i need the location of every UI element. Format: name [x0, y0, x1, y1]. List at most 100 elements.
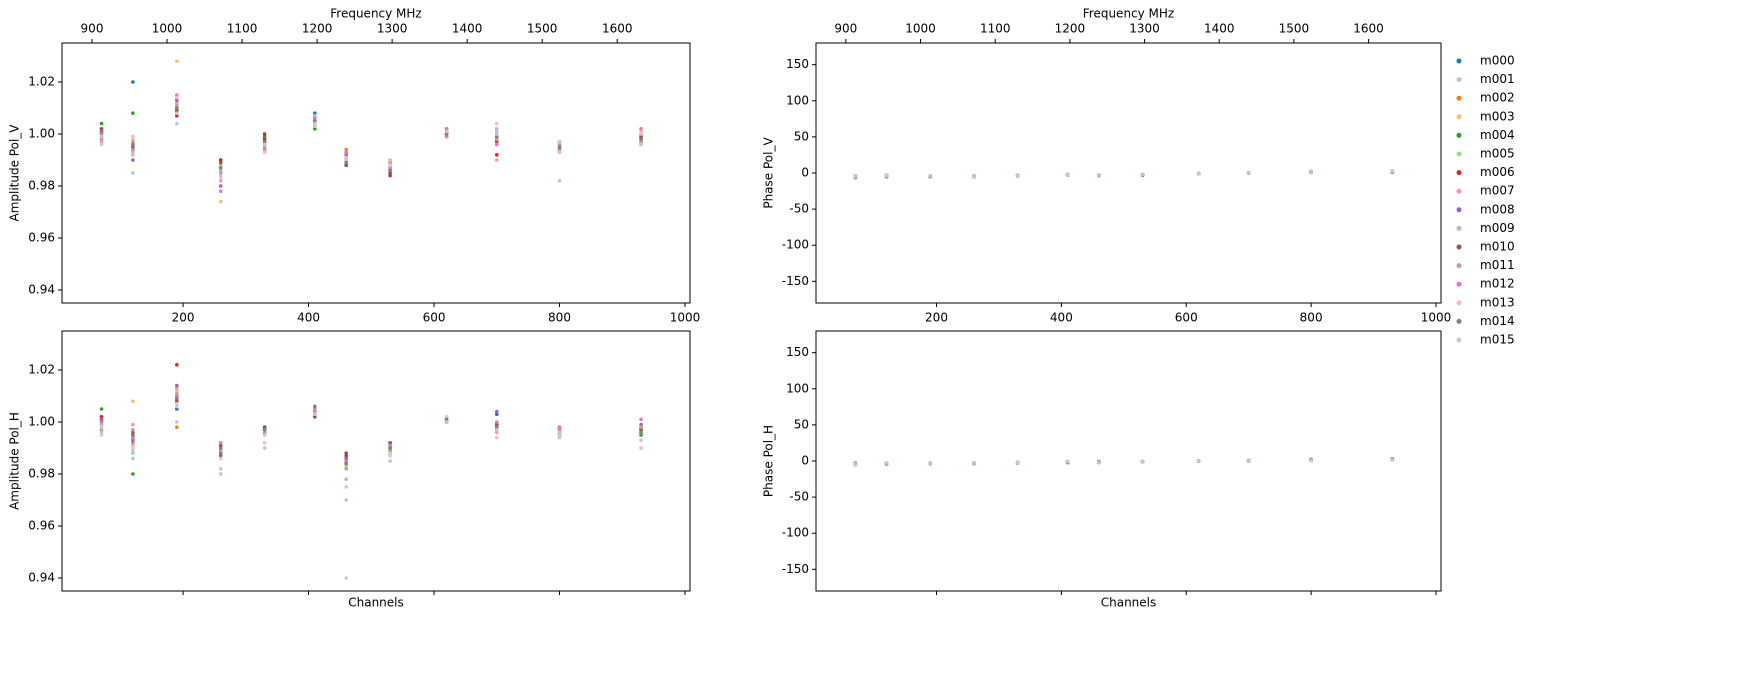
x-tick-label: 400 — [297, 311, 320, 325]
data-point — [99, 140, 104, 144]
data-point — [131, 145, 135, 149]
y-tick-label: -50 — [789, 490, 809, 504]
data-point — [262, 433, 267, 437]
data-point — [639, 425, 643, 430]
data-point — [494, 409, 499, 414]
data-point — [313, 111, 317, 115]
data-point — [344, 461, 348, 466]
y-tick-label: 1.02 — [28, 363, 55, 377]
data-point — [262, 425, 267, 430]
data-point — [639, 430, 643, 435]
y-tick-label: 0.94 — [28, 283, 55, 297]
data-point — [344, 153, 348, 157]
data-point — [262, 430, 267, 435]
data-point — [218, 163, 223, 167]
data-point — [639, 140, 643, 144]
data-point — [131, 446, 135, 450]
data-point — [218, 443, 223, 448]
data-point — [175, 108, 179, 113]
data-point — [494, 425, 499, 430]
x-tick-label: 600 — [423, 311, 446, 325]
data-point — [175, 111, 179, 115]
data-point — [494, 142, 499, 147]
data-point — [218, 173, 223, 178]
data-point — [1390, 169, 1395, 174]
y-tick-label: 0 — [801, 454, 809, 468]
data-point — [1097, 460, 1101, 465]
data-point — [262, 132, 267, 136]
x2-tick-label: 1000 — [905, 22, 936, 36]
y-tick-label: 0 — [801, 166, 809, 180]
data-point — [444, 415, 449, 419]
x2-tick-label: 1200 — [302, 22, 333, 36]
data-point — [853, 462, 858, 466]
data-point — [344, 451, 348, 456]
data-point — [494, 153, 499, 157]
data-point — [131, 448, 135, 453]
data-point — [218, 184, 223, 188]
data-point — [131, 111, 135, 115]
data-point — [494, 420, 499, 424]
data-point — [388, 441, 392, 445]
data-point — [928, 174, 933, 178]
x-tick-label: 800 — [1300, 311, 1323, 325]
legend-label: m001 — [1480, 72, 1515, 86]
data-point — [494, 127, 499, 131]
data-point — [344, 459, 348, 463]
data-point — [218, 158, 223, 162]
data-point — [175, 396, 179, 401]
data-point — [218, 454, 223, 458]
data-point — [99, 422, 104, 427]
data-point — [131, 422, 135, 427]
y-tick-label: 0.96 — [28, 231, 55, 245]
y-tick-label: -50 — [789, 202, 809, 216]
data-point — [131, 443, 135, 448]
legend-marker — [1456, 263, 1462, 269]
legend-label: m010 — [1480, 240, 1515, 254]
data-point — [175, 93, 179, 97]
data-point — [175, 59, 179, 63]
data-point — [344, 155, 348, 160]
y-tick-label: -100 — [782, 238, 809, 252]
data-point — [388, 163, 392, 167]
y-tick-label: 0.98 — [28, 179, 55, 193]
data-point — [1140, 172, 1145, 177]
data-point — [388, 459, 392, 463]
data-point — [388, 158, 392, 162]
data-point — [131, 137, 135, 141]
data-point — [99, 132, 104, 136]
data-point — [388, 448, 392, 453]
data-point — [175, 103, 179, 108]
x-axis-label: Channels — [348, 596, 404, 610]
data-point — [131, 428, 135, 432]
x-tick-label: 800 — [548, 311, 571, 325]
legend-marker — [1456, 318, 1462, 324]
data-point — [131, 158, 135, 162]
data-point — [853, 174, 858, 179]
data-point — [388, 451, 392, 456]
x2-tick-label: 900 — [81, 22, 104, 36]
data-point — [99, 428, 104, 432]
data-point — [557, 430, 562, 435]
data-point — [494, 430, 499, 435]
data-point — [344, 477, 348, 482]
data-point — [131, 153, 135, 157]
legend-label: m013 — [1480, 295, 1515, 309]
data-point — [99, 134, 104, 139]
y-tick-label: -150 — [782, 274, 809, 288]
data-point — [313, 124, 317, 128]
data-point — [494, 435, 499, 440]
data-point — [175, 420, 179, 424]
data-point — [218, 189, 223, 193]
x2-tick-label: 1600 — [1353, 22, 1384, 36]
data-point — [344, 158, 348, 162]
data-point — [99, 430, 104, 435]
y-axis-label: Phase Pol_V — [762, 137, 776, 209]
data-point — [313, 116, 317, 121]
data-point — [1309, 170, 1313, 175]
legend-label: m002 — [1480, 91, 1515, 105]
data-point — [344, 163, 348, 167]
data-point — [494, 412, 499, 417]
data-point — [131, 456, 135, 461]
data-point — [639, 129, 643, 134]
